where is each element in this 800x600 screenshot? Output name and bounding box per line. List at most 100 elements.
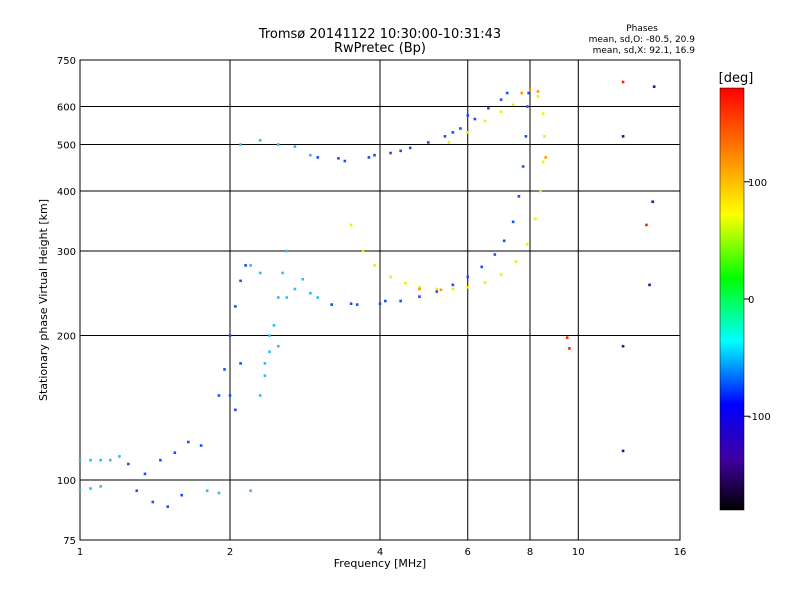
y-axis-label: Stationary phase Virtual Height [km] (37, 199, 50, 401)
colorbar-ticks: 100 0 -100 (744, 178, 771, 423)
echo-point (524, 135, 528, 138)
x-tick-label: 8 (527, 547, 533, 558)
y-tick-label: 100 (57, 476, 76, 487)
echo-point (466, 286, 470, 289)
echo-point (293, 287, 297, 291)
echo-point (268, 334, 271, 337)
echo-point (451, 131, 455, 134)
echo-point (143, 472, 147, 476)
echo-point (166, 505, 170, 508)
echo-point (499, 98, 503, 101)
echo-point (99, 458, 102, 462)
echo-point (293, 145, 297, 148)
echo-point (539, 189, 542, 193)
echo-point (389, 275, 392, 279)
echo-point (447, 141, 451, 144)
echo-point (276, 296, 280, 299)
echo-point (281, 271, 284, 275)
y-tick-label: 300 (57, 247, 76, 258)
echo-point (309, 153, 312, 157)
echo-point (316, 156, 320, 159)
colorbar-label: [deg] (719, 71, 754, 86)
echo-point (389, 151, 392, 155)
echo-point (528, 88, 532, 92)
echo-point (652, 85, 656, 88)
echo-point (404, 281, 407, 285)
echo-point (89, 487, 92, 490)
echo-point (511, 220, 515, 224)
echo-point (234, 305, 237, 308)
echo-point (217, 491, 221, 495)
echo-point (514, 260, 518, 264)
echo-point (118, 455, 121, 458)
echo-point (330, 303, 334, 306)
echo-point (223, 368, 226, 371)
echo-point (263, 374, 267, 377)
echo-point (534, 217, 537, 221)
colorbar-tick-label: 100 (748, 178, 767, 189)
echo-point (276, 344, 280, 348)
echo-point (151, 500, 155, 504)
echo-point (568, 347, 571, 350)
echo-point (378, 302, 382, 305)
x-tick-label: 4 (377, 547, 383, 558)
x-tick-label: 10 (572, 547, 585, 558)
echo-point (239, 143, 242, 146)
x-tick-label: 2 (227, 547, 233, 558)
x-axis-label: Frequency [MHz] (334, 557, 426, 570)
echo-point (180, 493, 184, 497)
y-tick-label: 600 (57, 103, 76, 114)
echo-point (459, 127, 462, 130)
echo-point (483, 119, 487, 123)
echo-point (466, 131, 470, 134)
echo-point (373, 153, 376, 157)
echo-point (228, 334, 232, 337)
x-tick-label: 1 (77, 547, 83, 558)
echo-point (435, 290, 439, 293)
echo-point (473, 117, 477, 121)
echo-point (367, 156, 371, 159)
echo-point (645, 223, 648, 227)
echo-point (621, 80, 625, 84)
echo-point (301, 277, 305, 281)
echo-point (228, 394, 232, 397)
echo-point (418, 286, 421, 289)
echo-point (466, 275, 470, 279)
echo-point (565, 336, 569, 339)
echo-point (263, 362, 267, 365)
echo-point (249, 264, 252, 267)
echo-point (541, 160, 545, 164)
y-tick-label: 75 (63, 536, 76, 547)
echo-point (173, 451, 177, 455)
echo-point (337, 157, 340, 160)
echo-point (480, 265, 484, 269)
echo-point (536, 90, 540, 93)
echo-point (384, 299, 387, 303)
echo-point (268, 350, 271, 354)
colorbar-tick-label: 0 (748, 295, 754, 306)
echo-point (525, 242, 529, 246)
chart-title: Tromsø 20141122 10:30:00-10:31:43 (258, 27, 501, 42)
y-tick-labels: 75 100 200 300 400 500 600 750 (57, 56, 76, 547)
echo-point (355, 303, 359, 306)
echo-point (89, 458, 92, 462)
x-tick-label: 16 (674, 547, 687, 558)
echo-point (426, 141, 430, 144)
echo-point (309, 291, 312, 295)
phases-heading: Phases (626, 24, 658, 34)
echo-point (483, 281, 487, 284)
y-tick-label: 200 (57, 332, 76, 343)
echo-point (217, 394, 221, 397)
echo-point (99, 485, 102, 488)
echo-points (78, 80, 656, 508)
echo-point (443, 135, 447, 138)
echo-point (258, 394, 262, 397)
echo-point (621, 344, 625, 348)
echo-point (399, 299, 402, 303)
y-tick-label: 750 (57, 56, 76, 67)
echo-point (349, 223, 353, 227)
echo-point (126, 462, 130, 466)
echo-point (521, 165, 525, 168)
echo-point (239, 279, 242, 283)
echo-point (199, 444, 203, 447)
